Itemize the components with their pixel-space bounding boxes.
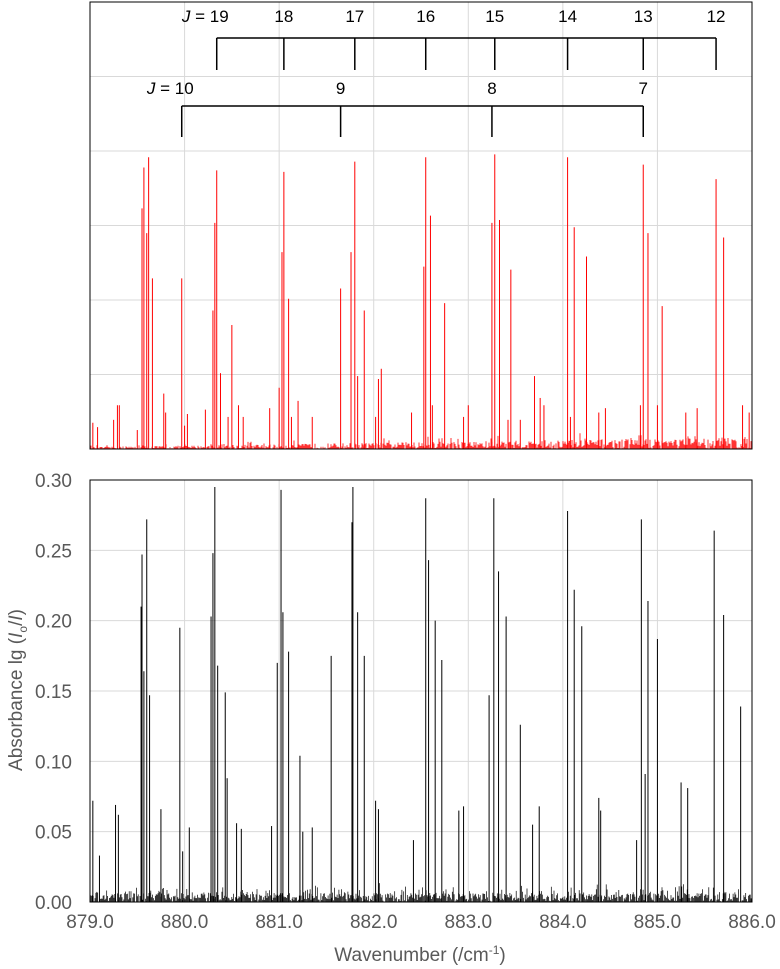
x-tick-label: 885.0 — [634, 912, 682, 933]
y-axis-title: Absorbance lg (Io/I) — [6, 609, 30, 771]
y-tick-label: 0.00 — [35, 893, 72, 914]
bottom-plot-frame — [89, 479, 753, 903]
lower-branch-label: 7 — [639, 79, 648, 98]
y-tick-label: 0.15 — [35, 682, 72, 703]
upper-branch-label: 14 — [558, 7, 577, 26]
x-tick-label: 881.0 — [255, 912, 303, 933]
x-tick-label: 880.0 — [161, 912, 209, 933]
upper-branch-label: 16 — [416, 7, 435, 26]
x-tick-label: 883.0 — [445, 912, 493, 933]
simulated-spectrum-panel: J = 19 18 17 16 15 14 13 12 J = 10 9 8 7 — [89, 1, 753, 450]
top-plot-frame — [89, 1, 753, 450]
lower-branch-label: J = 10 — [146, 79, 194, 98]
x-tick-label: 879.0 — [66, 912, 114, 933]
y-tick-label: 0.30 — [35, 471, 72, 492]
x-axis-title: Wavenumber (/cm-1) — [334, 943, 506, 966]
x-tick-label: 882.0 — [350, 912, 398, 933]
upper-branch-label: 13 — [634, 7, 653, 26]
upper-branch-label: 17 — [345, 7, 364, 26]
lower-branch-label: 9 — [336, 79, 345, 98]
lower-branch-label: 8 — [487, 79, 496, 98]
top-noise-floor — [89, 433, 753, 449]
x-tick-label: 886.0 — [728, 912, 776, 933]
upper-branch-label: J = 19 — [181, 7, 229, 26]
y-tick-label: 0.10 — [35, 752, 72, 773]
y-tick-label: 0.20 — [35, 612, 72, 633]
x-tick-label: 884.0 — [539, 912, 587, 933]
measured-spectrum-panel: 879.0 880.0 881.0 882.0 883.0 884.0 885.0 886.0… — [35, 471, 776, 933]
upper-branch-label: 18 — [274, 7, 293, 26]
upper-branch-label: 12 — [707, 7, 726, 26]
y-tick-label: 0.25 — [35, 541, 72, 562]
upper-branch-label: 15 — [485, 7, 504, 26]
y-tick-label: 0.05 — [35, 823, 72, 844]
